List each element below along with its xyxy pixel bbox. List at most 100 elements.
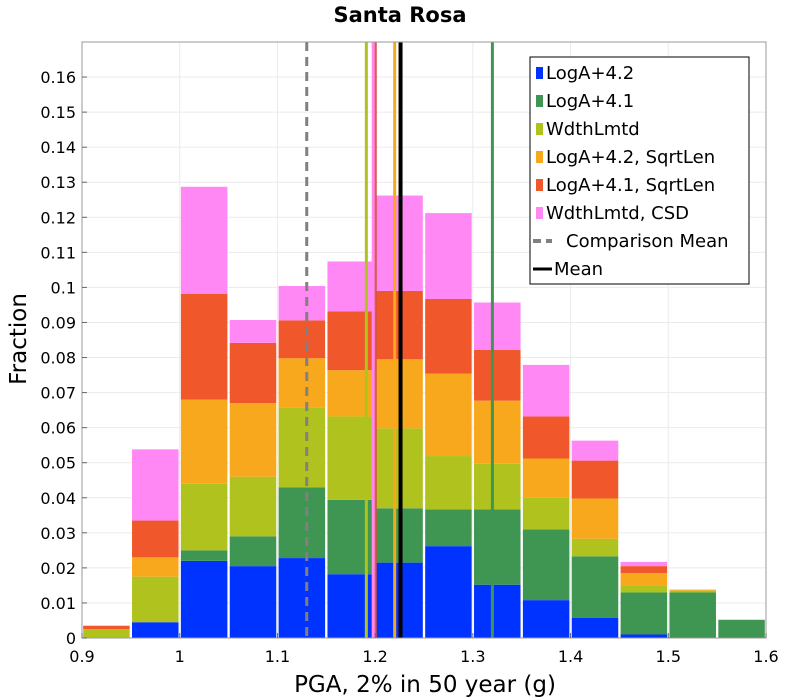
y-tick-label-14: 0.14 — [40, 138, 76, 157]
bar-loga-4-2-sqrtlen-bin-9 — [522, 458, 570, 498]
bar-loga-4-1-sqrtlen-bin-10 — [571, 460, 619, 499]
y-tick-label-7: 0.07 — [40, 384, 76, 403]
bar-loga-4-2-sqrtlen-bin-10 — [571, 498, 619, 539]
y-tick-label-0: 0 — [66, 629, 76, 648]
bar-wdthlmtd-bin-7 — [425, 456, 472, 510]
legend-label-wdthlmtd: WdthLmtd — [546, 119, 640, 140]
bar-wdthlmtd-csd-bin-2 — [180, 186, 228, 294]
bar-loga-4-2-sqrtlen-bin-4 — [278, 358, 326, 408]
y-tick-label-4: 0.04 — [40, 489, 76, 508]
bar-loga-4-2-sqrtlen-bin-1 — [132, 557, 179, 577]
bar-loga-4-2-sqrtlen-bin-2 — [180, 399, 228, 484]
bar-loga-4-1-bin-13 — [718, 619, 765, 638]
legend-swatch-loga-4-1-sqrtlen — [536, 179, 543, 191]
bar-wdthlmtd-csd-bin-9 — [522, 364, 570, 417]
bar-wdthlmtd-bin-8 — [474, 463, 521, 510]
legend-swatch-wdthlmtd-csd — [536, 207, 543, 219]
legend-swatch-loga-4-2 — [536, 67, 543, 79]
bar-loga-4-2-sqrtlen-bin-7 — [425, 373, 472, 457]
bar-loga-4-1-sqrtlen-bin-0 — [83, 625, 130, 630]
legend-swatch-loga-4-1 — [536, 95, 543, 107]
y-tick-label-9: 0.09 — [40, 313, 76, 332]
y-tick-label-2: 0.02 — [40, 559, 76, 578]
y-tick-label-5: 0.05 — [40, 454, 76, 473]
y-tick-label-12: 0.12 — [40, 208, 76, 227]
bar-loga-4-2-bin-11 — [620, 634, 668, 638]
bar-loga-4-1-sqrtlen-bin-4 — [278, 320, 326, 359]
bar-loga-4-1-bin-12 — [669, 592, 716, 638]
x-tick-label-1: 1 — [175, 647, 185, 666]
bar-loga-4-1-sqrtlen-bin-7 — [425, 298, 472, 374]
bar-wdthlmtd-csd-bin-1 — [132, 449, 179, 521]
x-tick-label-2: 1.1 — [265, 647, 290, 666]
bar-loga-4-1-sqrtlen-bin-2 — [180, 293, 228, 400]
legend-swatch-wdthlmtd — [536, 123, 543, 135]
bar-loga-4-2-sqrtlen-bin-8 — [474, 400, 521, 464]
bar-loga-4-2-sqrtlen-bin-3 — [229, 403, 277, 477]
mean-lines — [305, 42, 494, 638]
legend-swatch-loga-4-2-sqrtlen — [536, 151, 543, 163]
bar-loga-4-1-bin-2 — [180, 550, 228, 561]
legend-label-comparison-mean: Comparison Mean — [566, 231, 729, 252]
legend-label-loga-4-2-sqrtlen: LogA+4.2, SqrtLen — [546, 147, 715, 168]
bar-loga-4-1-bin-3 — [229, 536, 277, 567]
legend: LogA+4.2 LogA+4.1 WdthLmtd LogA+4.2, SqrtLe… — [529, 56, 750, 285]
bar-loga-4-2-bin-8 — [474, 584, 521, 638]
bar-wdthlmtd-csd-bin-4 — [278, 286, 326, 321]
bar-loga-4-2-bin-9 — [522, 600, 570, 638]
bar-loga-4-1-bin-4 — [278, 487, 326, 559]
chart-title: Santa Rosa — [333, 3, 466, 27]
x-tick-label-4: 1.3 — [460, 647, 485, 666]
bar-loga-4-2-sqrtlen-bin-12 — [669, 589, 716, 591]
bar-wdthlmtd-bin-10 — [571, 538, 619, 557]
bar-wdthlmtd-bin-0 — [83, 629, 130, 638]
legend-label-loga-4-1: LogA+4.1 — [546, 91, 634, 112]
bar-wdthlmtd-csd-bin-11 — [620, 561, 668, 567]
bar-loga-4-1-sqrtlen-bin-3 — [229, 342, 277, 404]
bar-wdthlmtd-bin-4 — [278, 407, 326, 488]
bar-loga-4-1-sqrtlen-bin-11 — [620, 566, 668, 574]
x-tick-label-6: 1.5 — [656, 647, 681, 666]
y-tick-label-1: 0.01 — [40, 594, 76, 613]
bar-wdthlmtd-csd-bin-7 — [425, 213, 472, 299]
bar-loga-4-2-bin-2 — [180, 560, 228, 638]
x-tick-label-0: 0.9 — [69, 647, 94, 666]
bar-wdthlmtd-bin-3 — [229, 476, 277, 537]
bar-wdthlmtd-bin-11 — [620, 585, 668, 593]
x-tick-label-5: 1.4 — [558, 647, 583, 666]
bar-loga-4-1-sqrtlen-bin-8 — [474, 349, 521, 401]
bar-loga-4-1-sqrtlen-bin-9 — [522, 416, 570, 459]
legend-label-loga-4-2: LogA+4.2 — [546, 63, 634, 84]
y-tick-label-8: 0.08 — [40, 349, 76, 368]
bar-loga-4-1-bin-10 — [571, 556, 619, 618]
x-tick-label-3: 1.2 — [362, 647, 387, 666]
bar-loga-4-2-bin-7 — [425, 546, 472, 638]
x-tick-label-7: 1.6 — [753, 647, 778, 666]
bar-loga-4-2-sqrtlen-bin-11 — [620, 573, 668, 586]
bar-wdthlmtd-bin-12 — [669, 590, 716, 593]
y-tick-label-3: 0.03 — [40, 524, 76, 543]
bar-wdthlmtd-csd-bin-10 — [571, 440, 619, 461]
bar-wdthlmtd-csd-bin-8 — [474, 302, 521, 350]
legend-label-wdthlmtd-csd: WdthLmtd, CSD — [546, 203, 689, 224]
bar-wdthlmtd-csd-bin-3 — [229, 320, 277, 343]
bar-wdthlmtd-bin-1 — [132, 576, 179, 623]
plot-frame — [81, 41, 767, 639]
bar-loga-4-2-bin-4 — [278, 558, 326, 638]
bar-wdthlmtd-bin-9 — [522, 497, 570, 530]
x-axis-label: PGA, 2% in 50 year (g) — [294, 672, 556, 698]
y-tick-label-11: 0.11 — [40, 243, 76, 262]
y-axis-label: Fraction — [6, 293, 32, 385]
bar-loga-4-2-bin-10 — [571, 617, 619, 638]
bar-wdthlmtd-bin-2 — [180, 483, 228, 551]
bar-loga-4-1-sqrtlen-bin-1 — [132, 520, 179, 558]
y-tick-label-13: 0.13 — [40, 173, 76, 192]
y-axis-ticks: 0 0.01 0.02 0.03 0.04 0.05 0.06 0.07 0.08 0.09 0.1… — [40, 68, 87, 648]
bar-loga-4-1-bin-9 — [522, 529, 570, 601]
y-tick-label-15: 0.15 — [40, 103, 76, 122]
legend-label-mean: Mean — [554, 259, 603, 280]
bar-loga-4-1-bin-8 — [474, 509, 521, 585]
bar-loga-4-2-bin-3 — [229, 566, 277, 638]
legend-label-loga-4-1-sqrtlen: LogA+4.1, SqrtLen — [546, 175, 715, 196]
